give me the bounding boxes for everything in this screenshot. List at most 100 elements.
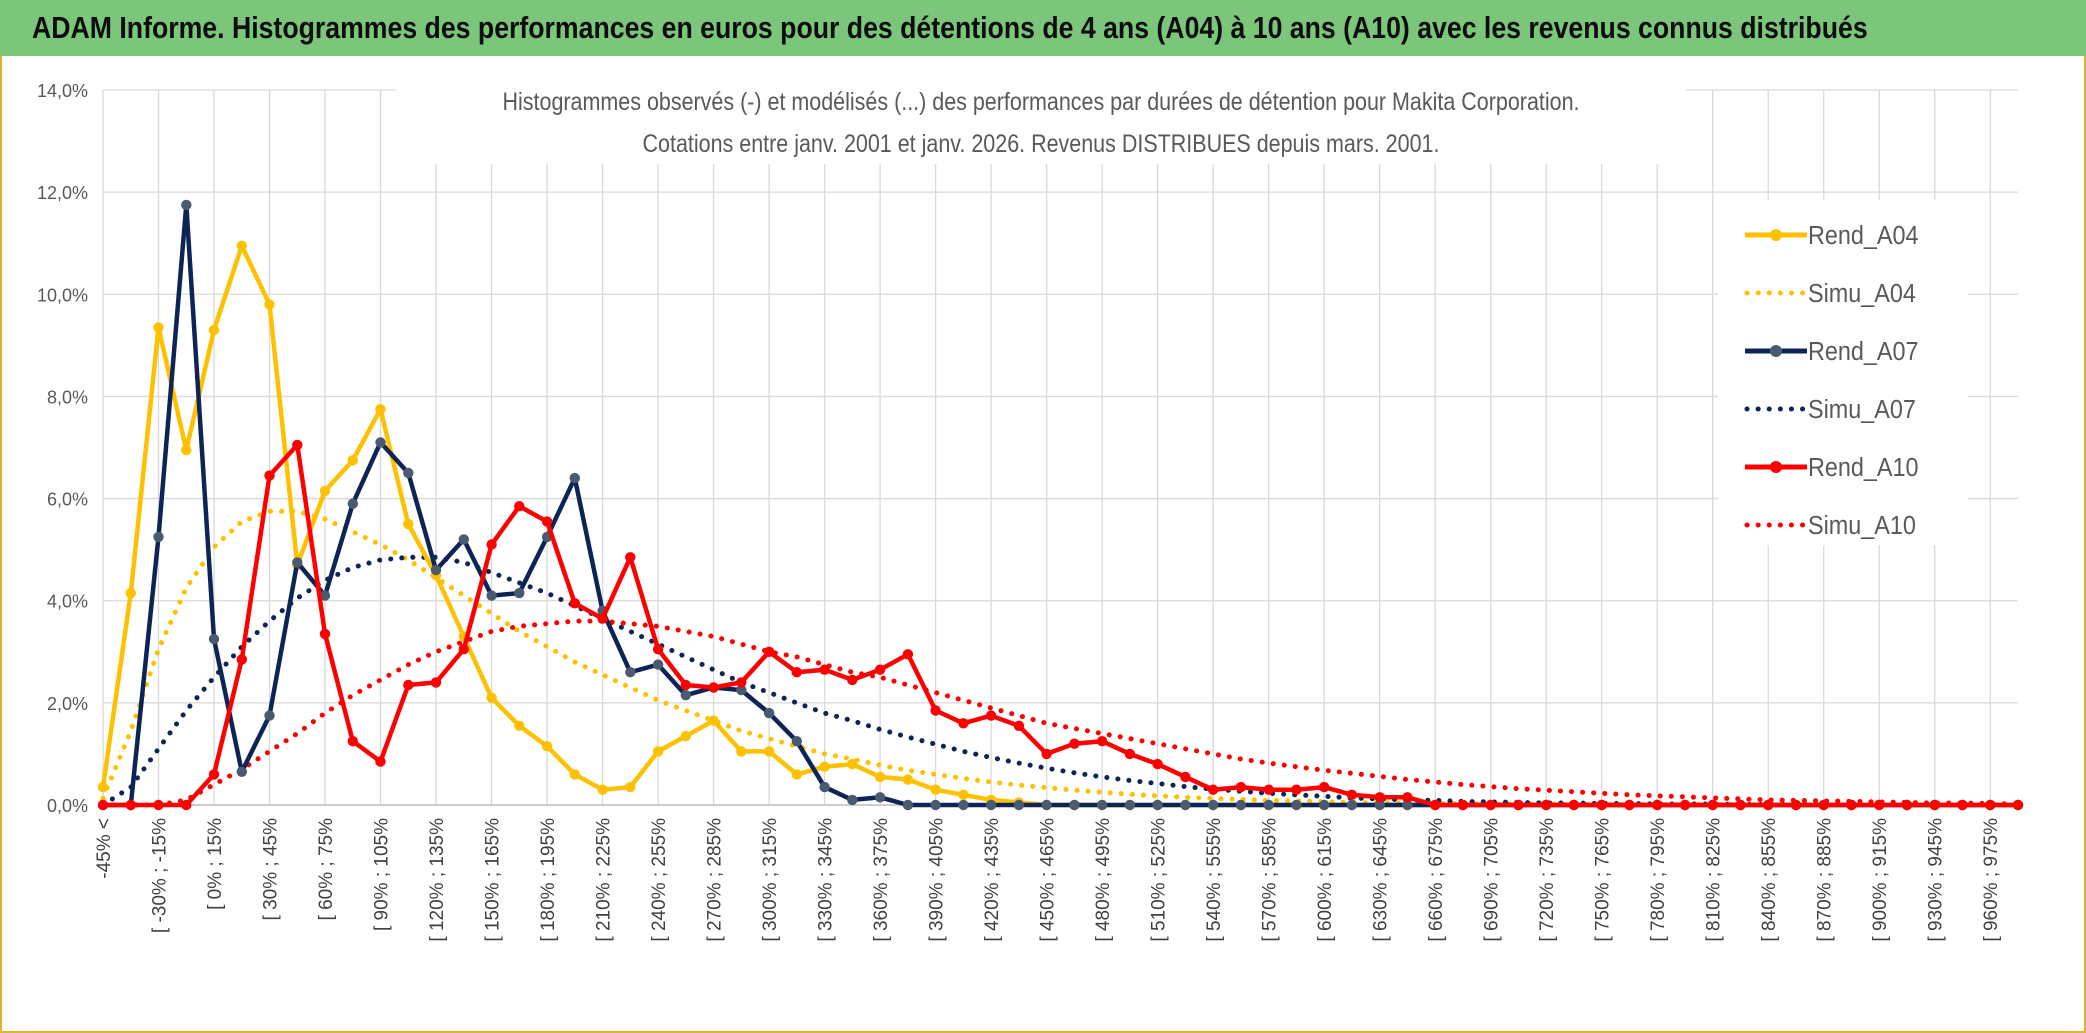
x-tick-label: [ 270% ; 285%: [705, 818, 726, 942]
x-tick-label: [ 660% ; 675%: [1426, 818, 1447, 942]
data-point-rend-a10: [1096, 736, 1108, 747]
x-tick-label: [ 150% ; 165%: [483, 818, 504, 942]
x-tick-label: [ 450% ; 465%: [1038, 818, 1059, 942]
data-point-rend-a10: [1818, 799, 1829, 811]
data-point-rend-a10: [125, 799, 136, 811]
data-point-rend-a04: [680, 730, 691, 742]
data-point-rend-a04: [874, 771, 886, 783]
data-point-rend-a07: [1374, 799, 1385, 811]
data-point-rend-a10: [1790, 799, 1802, 811]
x-tick-label: [ 720% ; 735%: [1537, 818, 1558, 942]
x-tick-label: [ 390% ; 405%: [927, 818, 948, 942]
data-point-rend-a04: [652, 746, 664, 757]
data-point-rend-a04: [819, 761, 830, 772]
data-point-rend-a07: [1180, 799, 1191, 811]
legend-label: Rend_A07: [1808, 338, 1919, 366]
data-point-rend-a10: [1596, 799, 1607, 811]
x-tick-label: [ 780% ; 795%: [1648, 818, 1669, 942]
data-point-rend-a04: [97, 781, 109, 793]
data-point-rend-a07: [680, 690, 691, 701]
y-tick-label: 12,0%: [37, 183, 88, 203]
data-point-rend-a04: [736, 746, 747, 757]
data-point-rend-a10: [819, 664, 830, 675]
data-point-rend-a04: [514, 720, 525, 731]
data-point-rend-a10: [847, 674, 858, 686]
y-tick-label: 14,0%: [37, 81, 88, 101]
data-point-rend-a10: [985, 710, 997, 721]
data-point-rend-a07: [292, 557, 303, 568]
data-point-rend-a07: [1319, 799, 1330, 811]
chart-subtitle: Cotations entre janv. 2001 et janv. 2026…: [643, 129, 1440, 157]
data-point-rend-a10: [2012, 799, 2024, 811]
legend-marker: [1770, 345, 1782, 357]
legend-label: Rend_A04: [1808, 222, 1919, 250]
data-point-rend-a04: [763, 746, 775, 757]
legend-marker: [1770, 229, 1782, 241]
data-point-rend-a07: [1402, 799, 1413, 811]
data-point-rend-a10: [652, 644, 664, 655]
x-tick-label: [ 480% ; 495%: [1093, 818, 1114, 942]
data-point-rend-a10: [708, 682, 719, 693]
data-point-rend-a07: [930, 799, 941, 811]
data-point-rend-a07: [181, 199, 192, 211]
legend-label: Simu_A07: [1808, 396, 1916, 424]
data-point-rend-a07: [236, 766, 247, 777]
page-title: ADAM Informe. Histogrammes des performan…: [32, 10, 1868, 45]
x-tick-label: [ 30% ; 45%: [261, 818, 282, 921]
data-point-rend-a10: [1430, 799, 1441, 811]
x-axis-ticks: -45% < [ -30% ; -15% [ 0% ; 15% [ 30% ; 45%…: [94, 818, 2002, 942]
data-point-rend-a04: [236, 240, 247, 251]
data-point-rend-a04: [902, 774, 914, 785]
data-point-rend-a10: [597, 613, 608, 624]
x-tick-label: [ 510% ; 525%: [1149, 818, 1170, 942]
data-point-rend-a10: [958, 718, 969, 729]
y-tick-label: 4,0%: [47, 592, 88, 612]
data-point-rend-a07: [1207, 799, 1219, 811]
x-tick-label: [ 90% ; 105%: [372, 818, 393, 931]
data-point-rend-a04: [264, 299, 275, 310]
data-point-rend-a07: [403, 467, 414, 479]
data-point-rend-a10: [1374, 792, 1385, 803]
data-point-rend-a10: [541, 516, 553, 527]
data-point-rend-a10: [1124, 748, 1136, 760]
data-point-rend-a10: [1152, 758, 1163, 770]
x-tick-label: [ 930% ; 945%: [1926, 818, 1947, 942]
data-point-rend-a10: [1402, 792, 1413, 803]
data-point-rend-a04: [403, 518, 414, 530]
data-point-rend-a10: [1985, 799, 1996, 811]
x-tick-label: [ 900% ; 915%: [1870, 818, 1891, 942]
data-point-rend-a04: [847, 758, 858, 770]
chart-title: Histogrammes observés (-) et modélisés (…: [503, 87, 1580, 115]
data-point-rend-a10: [902, 649, 914, 660]
data-point-rend-a04: [319, 485, 331, 497]
x-tick-label: [ 240% ; 255%: [649, 818, 670, 942]
series-line-simu-a04: [100, 508, 2021, 808]
data-point-rend-a10: [236, 654, 247, 665]
data-point-rend-a07: [1263, 799, 1274, 811]
x-tick-label: [ -30% ; -15%: [150, 818, 171, 933]
data-point-rend-a07: [1235, 799, 1247, 811]
data-point-rend-a04: [708, 715, 719, 726]
data-point-rend-a07: [569, 472, 580, 484]
data-point-rend-a10: [1846, 799, 1857, 811]
data-point-rend-a10: [1291, 784, 1302, 795]
data-point-rend-a10: [791, 667, 802, 678]
data-point-rend-a10: [347, 736, 358, 747]
x-tick-label: [ 750% ; 765%: [1593, 818, 1614, 942]
data-point-rend-a04: [125, 587, 136, 599]
data-point-rend-a07: [1124, 799, 1136, 811]
data-point-rend-a10: [1568, 799, 1580, 811]
data-point-rend-a10: [1763, 799, 1774, 811]
data-point-rend-a10: [874, 664, 886, 675]
data-point-rend-a10: [1957, 799, 1968, 811]
data-point-rend-a10: [1874, 799, 1885, 811]
data-point-rend-a10: [1013, 720, 1025, 731]
x-tick-label: [ 330% ; 345%: [816, 818, 837, 942]
data-point-rend-a04: [958, 789, 969, 800]
data-point-rend-a10: [1457, 799, 1469, 811]
data-point-rend-a07: [375, 437, 386, 448]
y-tick-label: 10,0%: [37, 285, 88, 305]
data-point-rend-a07: [208, 633, 220, 645]
data-point-rend-a04: [541, 741, 553, 752]
